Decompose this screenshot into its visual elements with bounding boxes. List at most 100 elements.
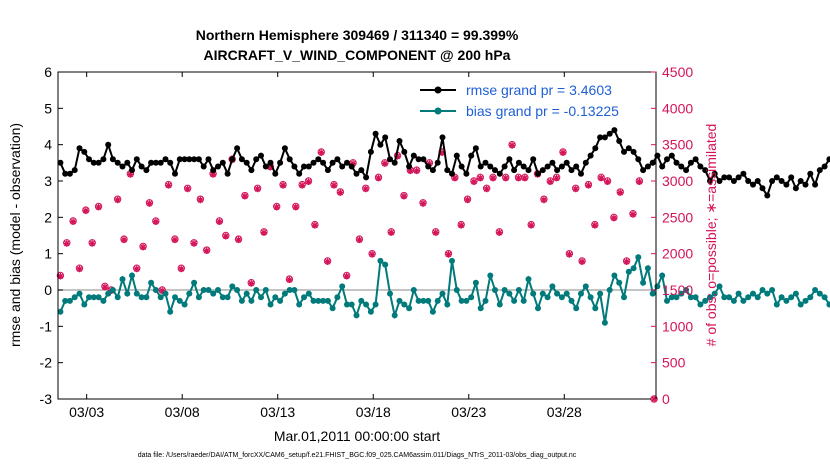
rmse-point	[95, 159, 102, 166]
rmse-point	[520, 163, 527, 170]
obs-assimilated-point	[273, 203, 280, 211]
rmse-point	[353, 170, 360, 177]
rmse-point	[401, 148, 408, 155]
obs-assimilated-point	[604, 178, 611, 186]
bias-point	[387, 290, 393, 297]
rmse-point	[253, 156, 260, 163]
bias-point	[530, 290, 537, 297]
obs-count-series	[56, 140, 658, 403]
bias-point	[554, 290, 561, 297]
bias-point	[143, 294, 150, 301]
rmse-point	[277, 159, 284, 166]
rmse-point	[616, 138, 623, 144]
obs-assimilated-point	[286, 276, 293, 284]
obs-assimilated-point	[95, 203, 102, 211]
y-axis-right-label: # of obs: o=possible; ∗=assimilated	[703, 124, 719, 347]
obs-assimilated-point	[394, 152, 401, 160]
obs-assimilated-point	[222, 232, 230, 240]
rmse-point	[740, 170, 747, 177]
rmse-point	[406, 163, 413, 170]
obs-assimilated-point	[197, 196, 204, 204]
bias-point	[707, 294, 713, 301]
obs-assimilated-point	[483, 185, 490, 193]
bias-point	[472, 279, 479, 286]
obs-assimilated-point	[324, 258, 331, 265]
bias-point	[148, 279, 155, 286]
rmse-point	[640, 167, 647, 174]
rmse-point	[621, 148, 627, 155]
y-axis-left: -3 -2 -1 0 1 2 3 4 5 6	[40, 64, 63, 407]
rmse-point	[200, 163, 207, 170]
bias-point	[267, 301, 274, 308]
bias-point	[339, 283, 346, 290]
rmse-point	[157, 159, 164, 166]
rmse-point	[778, 178, 785, 184]
x-tick-label: 03/08	[165, 404, 200, 420]
obs-assimilated-point	[375, 174, 382, 182]
rmse-point	[301, 163, 307, 170]
obs-assimilated-point	[540, 196, 548, 204]
rmse-point	[195, 156, 202, 163]
bias-point	[291, 287, 298, 293]
rmse-point	[625, 145, 632, 152]
legend-bias-label: bias grand pr = -0.13225	[466, 103, 619, 119]
bias-point	[496, 301, 503, 308]
bias-point	[568, 297, 575, 304]
obs-assimilated-point	[82, 207, 90, 215]
rmse-point	[176, 156, 183, 163]
bias-point	[745, 294, 752, 301]
rmse-point	[382, 134, 389, 141]
y-left-tick-label: 2	[44, 209, 52, 225]
bias-point	[439, 290, 446, 297]
rmse-point	[826, 156, 830, 163]
y-right-tick-label: 2500	[662, 209, 693, 225]
rmse-point	[391, 159, 398, 166]
bias-point	[501, 287, 508, 293]
obs-assimilated-point	[400, 192, 408, 200]
rmse-point	[215, 163, 221, 170]
rmse-point	[773, 174, 780, 181]
obs-assimilated-point	[616, 189, 624, 196]
bias-point	[759, 287, 766, 293]
bias-point	[764, 290, 771, 297]
rmse-point	[210, 167, 217, 174]
rmse-point	[396, 138, 403, 144]
rmse-point	[721, 174, 728, 181]
bias-point	[215, 287, 221, 293]
bias-point	[66, 297, 73, 304]
bias-point	[525, 276, 532, 283]
rmse-point	[515, 159, 522, 166]
plot-frame	[57, 71, 657, 400]
bias-point	[463, 297, 470, 304]
y-axis-left-label: rmse and bias (model - observation)	[7, 123, 23, 347]
rmse-point	[783, 181, 790, 188]
y-right-tick-label: 3500	[662, 137, 693, 153]
rmse-point	[162, 156, 169, 163]
rmse-point	[449, 170, 455, 177]
rmse-point	[291, 163, 298, 170]
bias-point	[109, 287, 116, 293]
rmse-point	[792, 185, 799, 192]
bias-point	[544, 294, 551, 301]
bias-point	[129, 272, 135, 279]
x-tick-label: 03/28	[547, 404, 582, 420]
rmse-point	[654, 152, 661, 159]
bias-point	[258, 294, 264, 301]
bias-point	[654, 283, 661, 290]
rmse-point	[673, 159, 680, 166]
bias-point	[86, 294, 92, 301]
rmse-point	[348, 163, 355, 170]
y-left-tick-label: 5	[44, 100, 52, 116]
bias-point	[769, 287, 776, 293]
bias-series	[57, 253, 830, 326]
rmse-point	[224, 170, 231, 177]
rmse-point	[611, 127, 618, 134]
rmse-point	[76, 145, 83, 152]
bias-point	[621, 294, 627, 301]
rmse-point	[191, 156, 198, 163]
y-left-tick-label: -2	[40, 355, 53, 371]
bias-point	[262, 287, 269, 293]
rmse-point	[496, 170, 503, 177]
bias-point	[334, 294, 341, 301]
